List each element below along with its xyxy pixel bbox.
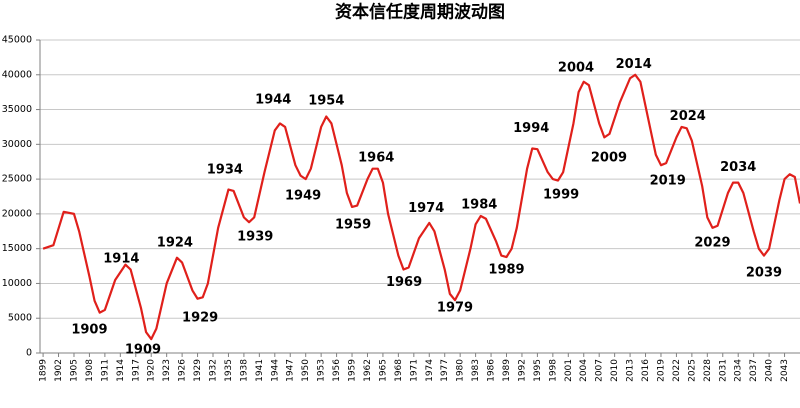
- x-tick-label: 1917: [131, 359, 141, 382]
- annotation: 1934: [207, 163, 243, 178]
- x-tick-label: 1980: [456, 359, 466, 382]
- annotation: 2029: [694, 236, 730, 251]
- x-tick-label: 2016: [641, 359, 651, 382]
- y-tick-label: 10000: [2, 278, 32, 289]
- x-tick-label: 1968: [394, 359, 404, 382]
- line-series: [42, 73, 800, 341]
- x-tick-label: 1971: [409, 359, 419, 382]
- annotation: 1954: [308, 94, 344, 109]
- annotation: 1989: [488, 263, 524, 278]
- x-tick-label: 2025: [687, 359, 697, 382]
- x-tick-label: 1983: [471, 359, 481, 382]
- annotation: 1924: [157, 236, 193, 251]
- y-tick-label: 30000: [2, 139, 32, 150]
- annotation: 2004: [558, 60, 594, 75]
- y-tick-label: 40000: [2, 69, 32, 80]
- x-tick-label: 1962: [363, 359, 373, 382]
- annotation: 1929: [182, 311, 218, 326]
- x-tick-label: 2007: [595, 359, 605, 382]
- x-tick-label: 2040: [765, 359, 775, 382]
- annotation: 1909: [71, 323, 107, 338]
- y-tick-label: 15000: [2, 243, 32, 254]
- annotation: 1909: [125, 343, 161, 358]
- x-tick-label: 1914: [116, 359, 126, 382]
- x-tick-label: 1920: [147, 359, 157, 382]
- x-tick-label: 1908: [85, 359, 95, 382]
- x-tick-label: 1905: [69, 359, 79, 382]
- x-tick-label: 1950: [301, 359, 311, 382]
- y-tick-label: 35000: [2, 104, 32, 115]
- annotation: 1939: [237, 229, 273, 244]
- x-tick-label: 1992: [517, 359, 527, 382]
- annotation: 1949: [285, 188, 321, 203]
- x-tick-label: 1998: [548, 359, 558, 382]
- annotation: 1969: [386, 275, 422, 290]
- x-tick-label: 1923: [162, 359, 172, 382]
- x-tick-label: 1989: [502, 359, 512, 382]
- annotation: 2024: [670, 109, 706, 124]
- annotation: 2034: [720, 160, 756, 175]
- x-tick-label: 2043: [780, 359, 790, 382]
- x-tick-label: 2010: [610, 359, 620, 382]
- annotation: 2014: [616, 57, 652, 72]
- x-tick-label: 1956: [332, 359, 342, 382]
- annotation: 1974: [408, 201, 444, 216]
- chart-title: 资本信任度周期波动图: [335, 2, 505, 23]
- y-tick-label: 20000: [2, 208, 32, 219]
- x-tick-label: 2013: [626, 359, 636, 382]
- x-tick-label: 1926: [178, 359, 188, 382]
- x-tick-label: 1974: [425, 359, 435, 382]
- annotation: 1914: [103, 252, 139, 267]
- annotation: 1944: [255, 92, 291, 107]
- x-tick-label: 1932: [209, 359, 219, 382]
- x-tick-label: 2001: [564, 359, 574, 382]
- annotation: 2019: [650, 174, 686, 189]
- annotation: 2009: [591, 151, 627, 166]
- y-tick-label: 0: [26, 348, 32, 359]
- y-tick-label: 45000: [2, 35, 32, 46]
- x-tick-label: 1947: [286, 359, 296, 382]
- x-tick-label: 1899: [39, 359, 49, 382]
- x-tick-label: 1977: [440, 359, 450, 382]
- x-tick-label: 1902: [54, 359, 64, 382]
- annotation: 1979: [437, 300, 473, 315]
- x-tick-label: 1935: [224, 359, 234, 382]
- x-tick-label: 1938: [239, 359, 249, 382]
- annotation: 1999: [543, 188, 579, 203]
- x-tick-label: 1995: [533, 359, 543, 382]
- x-tick-label: 1959: [348, 359, 358, 382]
- x-tick-label: 2004: [579, 359, 589, 382]
- x-tick-label: 2019: [656, 359, 666, 382]
- x-tick-label: 2031: [718, 359, 728, 382]
- x-tick-label: 1953: [317, 359, 327, 382]
- x-tick-label: 1944: [270, 359, 280, 382]
- x-tick-label: 2028: [703, 359, 713, 382]
- annotation: 1964: [358, 151, 394, 166]
- annotation: 1984: [461, 197, 497, 212]
- y-tick-label: 25000: [2, 174, 32, 185]
- annotation: 1994: [513, 121, 549, 136]
- x-tick-label: 2034: [734, 359, 744, 382]
- x-tick-label: 2037: [749, 359, 759, 382]
- x-tick-label: 1965: [378, 359, 388, 382]
- x-tick-label: 1929: [193, 359, 203, 382]
- y-tick-label: 5000: [8, 313, 32, 324]
- x-tick-label: 2022: [672, 359, 682, 382]
- x-tick-label: 1941: [255, 359, 265, 382]
- annotation: 1959: [335, 218, 371, 233]
- x-tick-label: 1911: [100, 359, 110, 382]
- x-tick-label: 1986: [487, 359, 497, 382]
- annotation: 2039: [746, 266, 782, 281]
